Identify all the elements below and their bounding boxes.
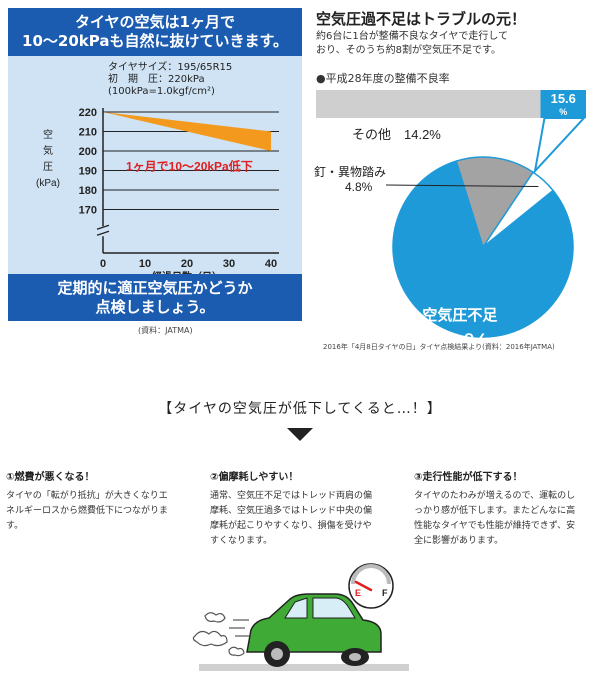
effect-line: 摩耗、空気圧過多ではトレッド中央の偏 — [210, 506, 373, 516]
callout-connector — [533, 117, 587, 175]
bar-value — [540, 90, 586, 118]
x-tick-label: 30 — [223, 258, 235, 270]
section-headline: 【タイヤの空気圧が低下してくると…！】 — [158, 401, 442, 417]
bar-value-unit: % — [559, 107, 567, 117]
footer-line: 点検しましょう。 — [95, 298, 215, 316]
effect-item-fuel: ①燃費が悪くなる！ タイヤの「転がり抵抗」が大きくなりエ ネルギーロスから燃費低… — [6, 468, 196, 534]
bar-caption: ●平成28年度の整備不良率 — [316, 72, 450, 85]
body-line: おり、そのうち約8割が空気圧不足です。 — [316, 45, 501, 56]
y-axis-label: (kPa) — [36, 178, 60, 189]
y-tick-label: 210 — [79, 127, 97, 139]
spec-line: (100kPa=1.0kgf/cm²) — [108, 86, 215, 97]
effect-line: っかり感が低下します。またどんなに高 — [414, 506, 576, 516]
panel-headline: タイヤの空気は1ヶ月で 10〜20kPaも自然に抜けていきます。 — [8, 8, 302, 56]
pressure-drop-chart: 170 180 190 200 210 220 0 10 20 30 40 経過日数（日） 空気圧 (kP… — [36, 107, 279, 274]
pie-label-name: 空気圧不足 — [422, 306, 498, 324]
footer-line: 定期的に適正空気圧かどうか — [57, 279, 253, 297]
pie-label-value: 4.8% — [345, 180, 373, 194]
annotation-label: 1ヶ月で10〜20kPa低下 — [126, 159, 253, 174]
effect-line: 摩耗が起こりやすくなり、損傷を受けや — [210, 521, 372, 531]
y-axis-label: 圧 — [43, 162, 53, 173]
effect-title: ③走行性能が低下する！ — [414, 472, 523, 483]
right-body: 約6台に1台が整備不良なタイヤで走行して おり、そのうち約8割が空気圧不足です。 — [316, 30, 596, 58]
y-tick-label: 180 — [79, 185, 97, 197]
panel-footer: 定期的に適正空気圧かどうか 点検しましょう。 — [8, 274, 302, 321]
effect-title: ①燃費が悪くなる！ — [6, 472, 95, 483]
gauge-needle — [354, 580, 373, 592]
effect-line: 性能なタイヤでも性能が維持できず、安 — [414, 521, 576, 531]
y-tick-label: 220 — [79, 107, 97, 119]
x-tick-label: 40 — [265, 258, 277, 270]
car-icon — [246, 593, 382, 667]
pie-slice — [455, 156, 535, 249]
effect-text: タイヤの「転がり抵抗」が大きくなりエ ネルギーロスから燃費低下につながりま す。 — [6, 489, 196, 534]
right-title: 空気圧過不足はトラブルの元！ — [316, 10, 527, 28]
road — [199, 664, 409, 671]
dust-cloud-icon — [192, 612, 245, 657]
pie-label-value: 81% — [430, 328, 490, 344]
headline-line: 10〜20kPaも自然に抜けていきます。 — [22, 32, 288, 50]
pressure-band — [103, 112, 271, 151]
fuel-gauge-icon: E F — [348, 563, 394, 609]
x-axis-label: 経過日数（日） — [152, 270, 222, 274]
gauge-empty-letter: E — [355, 588, 361, 598]
pie-slice — [392, 160, 574, 338]
x-tick-label: 20 — [181, 258, 193, 270]
bar-value-label: 15.6 — [551, 91, 576, 106]
pressure-info-panel: タイヤの空気は1ヶ月で 10〜20kPaも自然に抜けていきます。 タイヤサイズ：… — [8, 8, 302, 321]
pie-slice — [482, 171, 555, 248]
y-tick-label: 190 — [79, 166, 97, 178]
effect-title: ②偏摩耗しやすい！ — [210, 472, 299, 483]
spec-line: 初 期 圧：220kPa — [108, 74, 205, 85]
x-tick-label: 0 — [100, 258, 106, 270]
leader-line — [385, 184, 539, 188]
tire-spec: タイヤサイズ：195/65R15 初 期 圧：220kPa (100kPa=1.… — [108, 62, 232, 98]
effect-text: タイヤのたわみが増えるので、運転のし っかり感が低下します。またどんなに高 性能… — [414, 489, 598, 549]
headline-line: タイヤの空気は1ヶ月で — [75, 13, 235, 31]
pie-label-name: その他 — [352, 127, 391, 142]
effect-line: タイヤの「転がり抵抗」が大きくなりエ — [6, 491, 168, 501]
pie-label-value: 14.2% — [404, 127, 441, 142]
effect-line: タイヤのたわみが増えるので、運転のし — [414, 491, 576, 501]
pie-label-name: 釘・異物踏み — [314, 164, 386, 179]
body-line: 約6台に1台が整備不良なタイヤで走行して — [316, 31, 509, 42]
axis-break-mask — [97, 226, 109, 237]
y-tick-label: 170 — [79, 205, 97, 217]
effect-line: すくなります。 — [210, 536, 273, 546]
effect-line: ネルギーロスから燃費低下につながりま — [6, 506, 169, 516]
gauge-full-letter: F — [382, 588, 388, 598]
motion-lines — [229, 619, 249, 637]
x-tick-label: 10 — [139, 258, 151, 270]
source-note-right: 2016年「4月8日タイヤの日」タイヤ点検結果より(資料：2016年JATMA) — [323, 343, 555, 351]
spec-line: タイヤサイズ：195/65R15 — [108, 62, 233, 73]
source-note: (資料：JATMA) — [138, 326, 193, 335]
y-axis-label: 気 — [43, 144, 53, 157]
arrow-down-icon — [287, 428, 313, 441]
axis-break-icon — [96, 224, 110, 236]
effect-line: す。 — [6, 521, 24, 531]
effect-item-wear: ②偏摩耗しやすい！ 通常、空気圧不足ではトレッド両肩の偏 摩耗、空気圧過多ではト… — [210, 468, 400, 549]
effect-line: 全に影響があります。 — [414, 536, 504, 546]
y-axis-label: 空 — [43, 128, 53, 141]
effect-item-performance: ③走行性能が低下する！ タイヤのたわみが増えるので、運転のし っかり感が低下しま… — [414, 468, 598, 549]
car-illustration: E F — [192, 563, 409, 671]
effect-text: 通常、空気圧不足ではトレッド両肩の偏 摩耗、空気圧過多ではトレッド中央の偏 摩耗… — [210, 489, 400, 549]
y-tick-label: 200 — [79, 146, 97, 158]
effect-line: 通常、空気圧不足ではトレッド両肩の偏 — [210, 491, 373, 501]
